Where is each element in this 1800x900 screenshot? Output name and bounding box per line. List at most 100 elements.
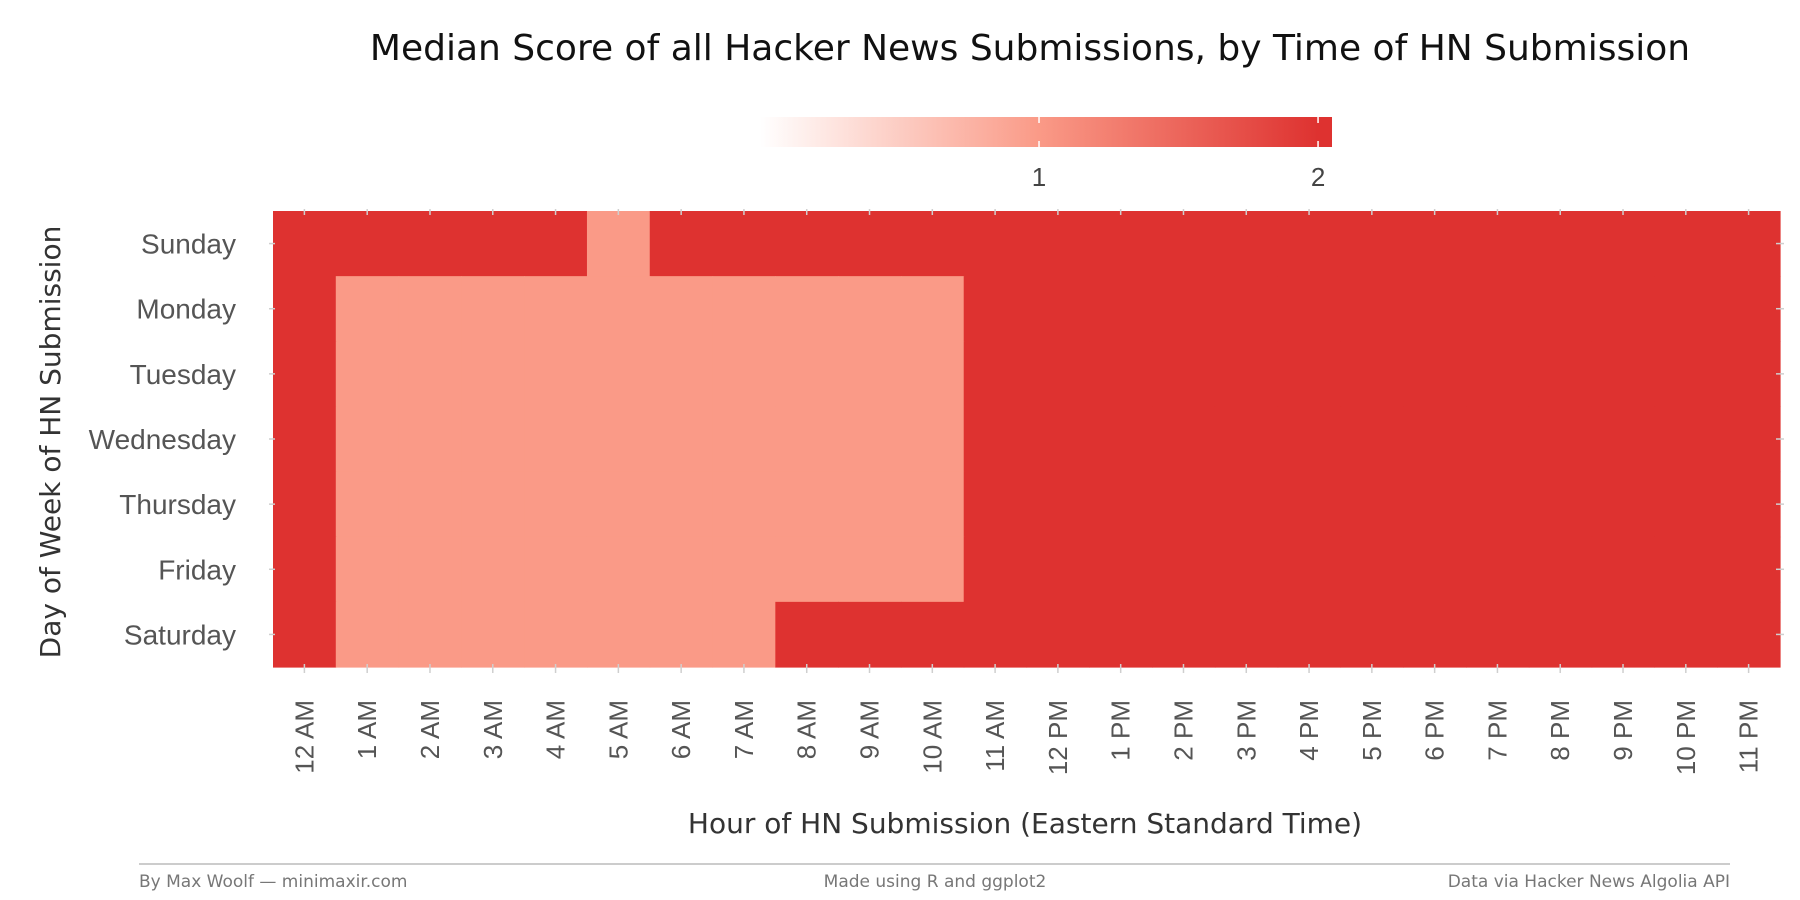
- heatmap-cell: [1528, 601, 1593, 668]
- footer-author: By Max Woolf — minimaxir.com: [139, 872, 408, 892]
- heatmap-cell: [1528, 211, 1593, 277]
- heatmap-cell: [1528, 536, 1593, 603]
- heatmap-cell: [963, 276, 1028, 342]
- heatmap-cell: [1089, 211, 1153, 277]
- y-tick-label: Friday: [158, 554, 236, 585]
- legend-tick-label: 2: [1311, 162, 1325, 192]
- heatmap-cell: [1466, 211, 1530, 277]
- heatmap-cell: [1466, 471, 1530, 538]
- x-tick-label: 1 AM: [352, 700, 382, 759]
- heatmap-cell: [1340, 471, 1404, 538]
- heatmap-cell: [1026, 536, 1090, 603]
- heatmap-cell: [838, 406, 902, 473]
- heatmap-cell: [335, 471, 400, 538]
- heatmap-cell: [1340, 341, 1404, 408]
- heatmap-cell: [1654, 211, 1718, 277]
- heatmap-cell: [586, 406, 651, 473]
- heatmap-cell: [1214, 536, 1279, 603]
- heatmap-cell: [1089, 471, 1153, 538]
- y-axis-labels: Sunday Monday Tuesday Wednesday Thursday Frid…: [89, 229, 236, 651]
- heatmap-cell: [398, 276, 462, 342]
- heatmap-cell: [649, 601, 714, 668]
- heatmap-cell: [524, 471, 588, 538]
- heatmap-cell: [1026, 211, 1090, 277]
- heatmap-cell: [1654, 276, 1718, 342]
- heatmap-cell: [1403, 406, 1467, 473]
- heatmap-cell: [335, 341, 400, 408]
- heatmap-cell: [1277, 276, 1342, 342]
- heatmap-cell: [273, 536, 337, 603]
- footer-tooling: Made using R and ggplot2: [824, 872, 1047, 892]
- heatmap-cell: [1089, 406, 1153, 473]
- y-tick-label: Wednesday: [89, 424, 236, 455]
- heatmap-cell: [1152, 471, 1216, 538]
- heatmap-cell: [1152, 276, 1216, 342]
- heatmap-cell: [273, 406, 337, 473]
- heatmap-cell: [775, 211, 839, 277]
- heatmap-cell: [775, 536, 839, 603]
- heatmap-cell: [900, 601, 965, 668]
- heatmap-cell: [1591, 601, 1656, 668]
- x-tick-label: 7 AM: [729, 700, 759, 759]
- heatmap-cell: [398, 601, 462, 668]
- x-tick-label: 10 PM: [1671, 700, 1701, 775]
- y-tick-label: Thursday: [119, 489, 236, 520]
- heatmap-cell: [1214, 211, 1279, 277]
- heatmap-cell: [1340, 276, 1404, 342]
- heatmap-cell: [712, 276, 776, 342]
- heatmap-cell: [524, 341, 588, 408]
- heatmap-cell: [1340, 406, 1404, 473]
- heatmap-cell: [1591, 341, 1656, 408]
- heatmap-cell: [398, 406, 462, 473]
- x-axis-title: Hour of HN Submission (Eastern Standard …: [688, 807, 1362, 840]
- heatmap-cell: [1403, 341, 1467, 408]
- x-tick-label: 12 AM: [289, 700, 319, 774]
- x-axis-labels: 12 AM 1 AM 2 AM 3 AM 4 AM 5 AM 6 AM 7 AM 8 AM 9 A…: [289, 700, 1763, 775]
- heatmap-cell: [1214, 341, 1279, 408]
- x-tick-label: 4 PM: [1294, 700, 1324, 761]
- heatmap-cell: [524, 406, 588, 473]
- heatmap-cell: [1277, 341, 1342, 408]
- heatmap-cell: [273, 341, 337, 408]
- heatmap-cell: [1403, 471, 1467, 538]
- heatmap-cell: [1214, 601, 1279, 668]
- heatmap-cell: [1403, 276, 1467, 342]
- heatmap-cell: [1654, 341, 1718, 408]
- heatmap-cell: [900, 341, 965, 408]
- heatmap-cell: [1466, 276, 1530, 342]
- heatmap-cell: [461, 536, 525, 603]
- heatmap-cell: [649, 276, 714, 342]
- heatmap-cell: [1340, 536, 1404, 603]
- heatmap-cell: [649, 341, 714, 408]
- heatmap-cell: [649, 406, 714, 473]
- heatmap-cell: [775, 406, 839, 473]
- x-tick-label: 3 PM: [1231, 700, 1261, 761]
- heatmap-cell: [1277, 211, 1342, 277]
- heatmap-cell: [273, 276, 337, 342]
- heatmap-cell: [1152, 406, 1216, 473]
- heatmap-cell: [963, 341, 1028, 408]
- heatmap-cell: [838, 276, 902, 342]
- x-tick-label: 2 PM: [1168, 700, 1198, 761]
- heatmap-cell: [1717, 471, 1781, 538]
- heatmap-cell: [649, 471, 714, 538]
- heatmap-cell: [1717, 211, 1781, 277]
- heatmap-cell: [524, 211, 588, 277]
- heatmap-cell: [1654, 471, 1718, 538]
- heatmap-cell: [900, 276, 965, 342]
- heatmap-cell: [1214, 276, 1279, 342]
- heatmap-cells: [273, 211, 1781, 668]
- heatmap-cell: [1717, 601, 1781, 668]
- x-tick-label: 6 AM: [666, 700, 696, 759]
- heatmap-cell: [1717, 276, 1781, 342]
- heatmap-cell: [398, 536, 462, 603]
- heatmap-cell: [1152, 536, 1216, 603]
- x-tick-label: 8 AM: [792, 700, 822, 759]
- heatmap-cell: [1528, 406, 1593, 473]
- x-tick-label: 9 AM: [855, 700, 885, 759]
- heatmap-cell: [398, 341, 462, 408]
- heatmap-cell: [461, 601, 525, 668]
- x-tick-label: 2 AM: [415, 700, 445, 759]
- heatmap-cell: [1152, 601, 1216, 668]
